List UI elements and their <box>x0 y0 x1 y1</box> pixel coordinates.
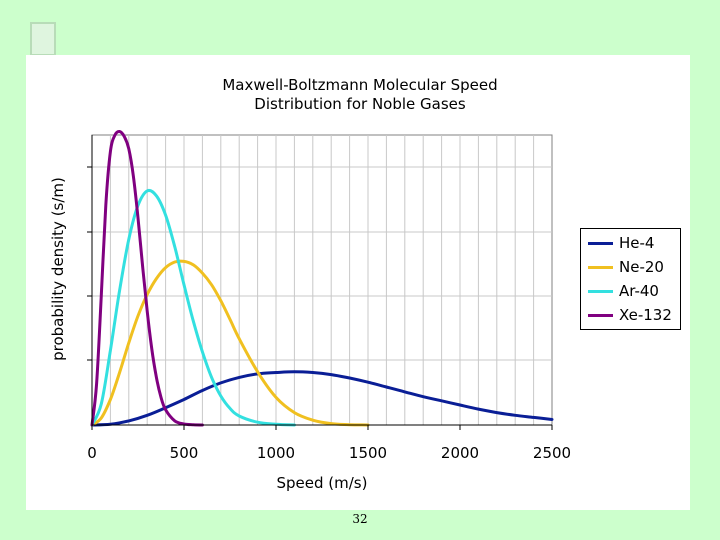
x-tick-label: 0 <box>87 444 97 462</box>
gridlines <box>91 134 553 426</box>
legend-label: Ne-20 <box>619 258 664 276</box>
y-axis-label: probability density (s/m) <box>49 177 67 361</box>
page-number: 32 <box>352 512 368 526</box>
slide-corner-decoration <box>30 22 56 56</box>
chart-legend: He-4 Ne-20 Ar-40 Xe-132 <box>580 228 681 330</box>
series-line-xe-132 <box>90 129 204 427</box>
legend-label: Ar-40 <box>619 282 659 300</box>
legend-swatch <box>588 266 613 269</box>
legend-swatch <box>588 314 613 317</box>
axes <box>87 135 553 430</box>
x-tick-label: 1000 <box>256 444 296 462</box>
plot-area <box>91 134 553 426</box>
x-tick-label: 1500 <box>348 444 388 462</box>
series-lines <box>90 129 554 427</box>
x-axis-label: Speed (m/s) <box>276 474 368 492</box>
chart-subtitle: Distribution for Noble Gases <box>254 95 466 113</box>
legend-item-ne-20: Ne-20 <box>588 257 680 277</box>
x-tick-label: 500 <box>169 444 199 462</box>
legend-item-he-4: He-4 <box>588 233 680 253</box>
legend-swatch <box>588 290 613 293</box>
series-line-ne-20 <box>90 259 370 427</box>
x-tick-label: 2000 <box>440 444 480 462</box>
legend-swatch <box>588 242 613 245</box>
chart-title: Maxwell-Boltzmann Molecular Speed <box>222 76 498 94</box>
legend-label: He-4 <box>619 234 655 252</box>
legend-label: Xe-132 <box>619 306 672 324</box>
series-line-he-4 <box>90 370 554 427</box>
legend-item-xe-132: Xe-132 <box>588 305 680 325</box>
legend-item-ar-40: Ar-40 <box>588 281 680 301</box>
x-tick-label: 2500 <box>532 444 572 462</box>
series-line-ar-40 <box>90 188 296 427</box>
